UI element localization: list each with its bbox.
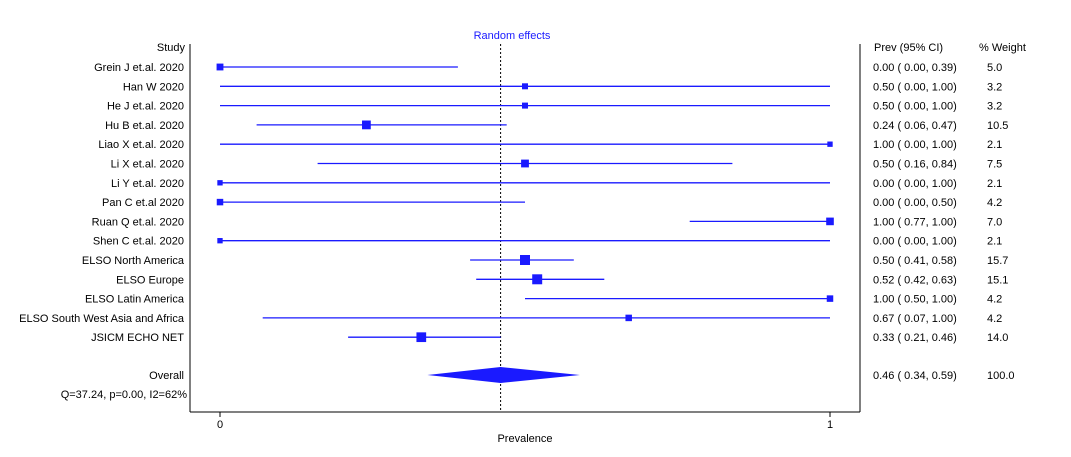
x-tick-label: 1 [827, 419, 833, 431]
estimate-ci-text: 1.00 ( 0.00, 1.00) [873, 139, 957, 151]
estimate-ci-text: 0.00 ( 0.00, 1.00) [873, 178, 957, 190]
x-tick-label: 0 [217, 419, 223, 431]
estimate-ci-text: 0.00 ( 0.00, 0.50) [873, 197, 957, 209]
study-row: Li X et.al. 2020 0.50 ( 0.16, 0.84) 7.5 [111, 159, 1003, 171]
overall-diamond [427, 367, 580, 383]
weight-text: 2.1 [987, 178, 1002, 190]
study-column-header: Study [157, 42, 186, 54]
study-label: Pan C et.al 2020 [102, 197, 184, 209]
study-row: ELSO Latin America 1.00 ( 0.50, 1.00) 4.2 [85, 294, 1002, 306]
point-estimate-marker [217, 238, 223, 244]
study-label: Shen C et.al. 2020 [93, 236, 184, 248]
point-estimate-marker [532, 274, 543, 285]
estimate-column-header: Prev (95% CI) [874, 42, 943, 54]
weight-text: 3.2 [987, 101, 1002, 113]
estimate-ci-text: 1.00 ( 0.77, 1.00) [873, 216, 957, 228]
estimate-ci-text: 0.00 ( 0.00, 1.00) [873, 236, 957, 248]
overall-ci-text: 0.46 ( 0.34, 0.59) [873, 370, 957, 382]
estimate-ci-text: 0.33 ( 0.21, 0.46) [873, 332, 957, 344]
point-estimate-marker [522, 83, 528, 90]
study-label: Li Y et.al. 2020 [111, 178, 184, 190]
study-row: JSICM ECHO NET 0.33 ( 0.21, 0.46) 14.0 [91, 332, 1008, 344]
estimate-ci-text: 0.67 ( 0.07, 1.00) [873, 313, 957, 325]
weight-text: 15.7 [987, 255, 1008, 267]
point-estimate-marker [520, 255, 530, 265]
point-estimate-marker [416, 332, 427, 343]
study-row: ELSO South West Asia and Africa 0.67 ( 0.… [19, 313, 1002, 325]
estimate-ci-text: 0.50 ( 0.16, 0.84) [873, 159, 957, 171]
study-label: Li X et.al. 2020 [111, 159, 184, 171]
overall-label: Overall [149, 370, 184, 382]
study-label: Han W 2020 [123, 81, 184, 93]
point-estimate-marker [362, 120, 371, 130]
estimate-ci-text: 0.52 ( 0.42, 0.63) [873, 274, 957, 286]
x-axis-label: Prevalence [497, 433, 552, 445]
study-label: ELSO Latin America [85, 294, 185, 306]
study-row: Shen C et.al. 2020 0.00 ( 0.00, 1.00) 2.1 [93, 236, 1002, 248]
estimate-ci-text: 0.50 ( 0.41, 0.58) [873, 255, 957, 267]
estimate-ci-text: 0.24 ( 0.06, 0.47) [873, 120, 957, 132]
point-estimate-marker [522, 102, 528, 109]
weight-text: 10.5 [987, 120, 1008, 132]
point-estimate-marker [826, 295, 834, 302]
study-label: ELSO Europe [116, 274, 184, 286]
study-row: ELSO Europe 0.52 ( 0.42, 0.63) 15.1 [116, 274, 1008, 286]
study-rows: Grein J et.al. 2020 0.00 ( 0.00, 0.39) 5.0… [19, 62, 1008, 344]
study-label: Grein J et.al. 2020 [94, 62, 184, 74]
study-label: Ruan Q et.al. 2020 [92, 216, 184, 228]
study-row: Ruan Q et.al. 2020 1.00 ( 0.77, 1.00) 7.0 [92, 216, 1003, 228]
weight-column-header: % Weight [979, 42, 1026, 54]
study-label: He J et.al. 2020 [107, 101, 184, 113]
weight-text: 4.2 [987, 313, 1002, 325]
weight-text: 3.2 [987, 81, 1002, 93]
study-label: Hu B et.al. 2020 [105, 120, 184, 132]
study-label: Liao X et.al. 2020 [98, 139, 184, 151]
point-estimate-marker [826, 217, 834, 226]
heterogeneity-text: Q=37.24, p=0.00, I2=62% [61, 389, 188, 401]
point-estimate-marker [216, 63, 224, 71]
study-row: Han W 2020 0.50 ( 0.00, 1.00) 3.2 [123, 81, 1002, 93]
weight-text: 2.1 [987, 236, 1002, 248]
point-estimate-marker [827, 141, 833, 147]
estimate-ci-text: 0.50 ( 0.00, 1.00) [873, 101, 957, 113]
weight-text: 5.0 [987, 62, 1002, 74]
weight-text: 7.5 [987, 159, 1002, 171]
study-row: Hu B et.al. 2020 0.24 ( 0.06, 0.47) 10.5 [105, 120, 1008, 132]
weight-text: 2.1 [987, 139, 1002, 151]
study-row: Pan C et.al 2020 0.00 ( 0.00, 0.50) 4.2 [102, 197, 1002, 209]
study-label: ELSO South West Asia and Africa [19, 313, 185, 325]
weight-text: 4.2 [987, 294, 1002, 306]
study-label: JSICM ECHO NET [91, 332, 184, 344]
overall-row: Overall 0.46 ( 0.34, 0.59) 100.0 [149, 367, 1015, 383]
chart-title: Random effects [474, 30, 551, 42]
point-estimate-marker [521, 159, 529, 168]
study-row: He J et.al. 2020 0.50 ( 0.00, 1.00) 3.2 [107, 101, 1002, 113]
estimate-ci-text: 0.50 ( 0.00, 1.00) [873, 81, 957, 93]
point-estimate-marker [216, 198, 224, 206]
study-row: Li Y et.al. 2020 0.00 ( 0.00, 1.00) 2.1 [111, 178, 1002, 190]
weight-text: 15.1 [987, 274, 1008, 286]
study-row: ELSO North America 0.50 ( 0.41, 0.58) 15.7 [82, 255, 1008, 267]
overall-weight-text: 100.0 [987, 370, 1015, 382]
point-estimate-marker [217, 180, 223, 186]
weight-text: 7.0 [987, 216, 1002, 228]
study-row: Liao X et.al. 2020 1.00 ( 0.00, 1.00) 2.1 [98, 139, 1002, 151]
study-label: ELSO North America [82, 255, 185, 267]
weight-text: 4.2 [987, 197, 1002, 209]
estimate-ci-text: 1.00 ( 0.50, 1.00) [873, 294, 957, 306]
weight-text: 14.0 [987, 332, 1008, 344]
study-row: Grein J et.al. 2020 0.00 ( 0.00, 0.39) 5.0 [94, 62, 1002, 74]
point-estimate-marker [625, 314, 632, 322]
estimate-ci-text: 0.00 ( 0.00, 0.39) [873, 62, 957, 74]
